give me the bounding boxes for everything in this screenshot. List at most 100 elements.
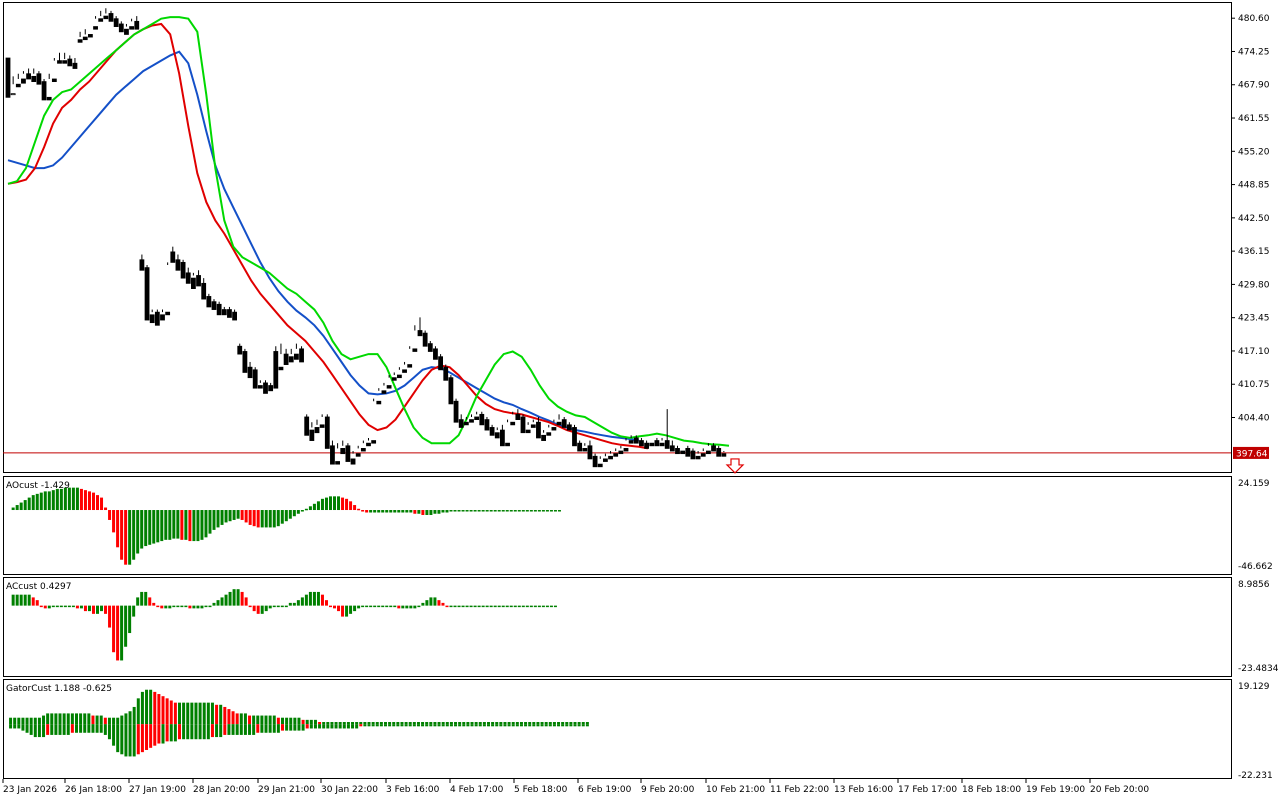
ac-bar <box>337 605 341 612</box>
candle-body <box>499 429 505 447</box>
gator-upper-bar <box>326 722 330 725</box>
candle-body <box>165 311 171 316</box>
gator-upper-bar <box>495 722 499 725</box>
gator-lower-bar <box>29 724 33 735</box>
candle-body <box>566 424 572 431</box>
ac-bar <box>409 605 413 609</box>
ac-bar <box>59 605 63 608</box>
ac-bar <box>469 605 473 608</box>
gator-upper-bar <box>421 722 425 725</box>
ac-bar <box>192 605 196 609</box>
y-tick-label: 417.10 <box>1238 347 1270 357</box>
ao-bar <box>212 510 216 530</box>
ao-pane: 24.159 -46.662 <box>11 479 1273 572</box>
candle-body <box>314 427 320 434</box>
gator-upper-bar <box>95 715 99 725</box>
ac-bar <box>485 605 489 608</box>
ac-bar <box>224 594 228 606</box>
y-tick-label: 429.80 <box>1238 280 1270 290</box>
ao-bar <box>236 510 240 519</box>
candle-body <box>247 366 253 379</box>
gator-upper-bar <box>482 722 486 725</box>
gator-upper-bar <box>13 717 17 725</box>
gator-upper-bar <box>58 713 62 725</box>
ao-bar <box>421 510 425 515</box>
ac-bar <box>67 605 71 608</box>
ao-bar <box>184 510 188 540</box>
gator-upper-bar <box>425 722 429 725</box>
ac-bar <box>517 605 521 608</box>
gator-lower-bar <box>194 724 198 740</box>
gator-upper-bar <box>388 722 392 725</box>
gator-lower-bar <box>268 724 272 733</box>
ac-bar <box>252 605 256 612</box>
candle-body <box>664 440 670 449</box>
candle-body <box>546 432 552 436</box>
gator-upper-bar <box>198 702 202 725</box>
ao-bar <box>397 510 401 513</box>
ac-bar <box>292 602 296 606</box>
candle-body <box>319 424 325 428</box>
ao-bar <box>445 510 449 513</box>
gator-upper-bar <box>338 722 342 725</box>
gator-lower-bar <box>13 724 17 729</box>
ac-bar <box>152 602 156 606</box>
ac-bar <box>212 602 216 606</box>
ao-bar <box>96 495 100 511</box>
ma-blue-line <box>7 50 640 442</box>
gator-lower-bar <box>544 724 548 727</box>
ao-bar <box>509 510 513 512</box>
gator-upper-bar <box>544 722 548 725</box>
candle-body <box>62 60 68 64</box>
x-tick-label: 11 Feb 22:00 <box>770 785 829 795</box>
ao-bar <box>144 510 148 547</box>
gator-upper-bar <box>309 719 313 725</box>
gator-upper-bar <box>532 722 536 725</box>
candle-body <box>129 26 135 30</box>
gator-lower-bar <box>103 724 107 735</box>
candle-body <box>479 413 485 426</box>
candle-body <box>587 445 593 460</box>
gator-lower-bar <box>239 724 243 735</box>
ac-bar <box>47 605 51 609</box>
gator-lower-bar <box>136 724 140 755</box>
gator-upper-bar <box>74 713 78 725</box>
candle-body <box>633 437 639 444</box>
ac-bar <box>136 597 140 606</box>
gator-upper-bar <box>276 717 280 725</box>
ao-bar <box>35 493 39 511</box>
y-tick-label: 474.25 <box>1238 47 1270 57</box>
candle-body <box>515 413 521 420</box>
candle-body <box>77 39 83 43</box>
gator-lower-bar <box>342 724 346 729</box>
gator-lower-bar <box>276 724 280 733</box>
ac-bar <box>525 605 529 608</box>
gator-lower-bar <box>58 724 62 735</box>
gator-upper-bar <box>223 706 227 725</box>
candle-body <box>433 348 438 360</box>
gator-lower-bar <box>326 724 330 729</box>
ao-bar <box>196 510 200 542</box>
ao-bar <box>541 510 545 512</box>
ao-bar <box>328 496 332 511</box>
gator-lower-bar <box>478 724 482 727</box>
ma-green-line <box>7 16 730 447</box>
candle-body <box>520 416 526 434</box>
candle-body <box>278 366 284 371</box>
gator-upper-bar <box>313 719 317 725</box>
gator-lower-bar <box>404 724 408 727</box>
gator-lower-bar <box>515 724 519 727</box>
gator-lower-bar <box>112 724 116 746</box>
ao-bar <box>557 510 561 512</box>
candle-body <box>88 34 93 38</box>
ao-bar <box>156 510 160 543</box>
ac-bar <box>493 605 497 608</box>
ao-bar <box>433 510 437 514</box>
candle-body <box>211 301 217 310</box>
gator-upper-bar <box>552 722 556 725</box>
gator-pane: 19.129 -22.231 <box>9 682 1273 781</box>
candle-body <box>46 96 52 101</box>
ao-bar <box>517 510 521 512</box>
